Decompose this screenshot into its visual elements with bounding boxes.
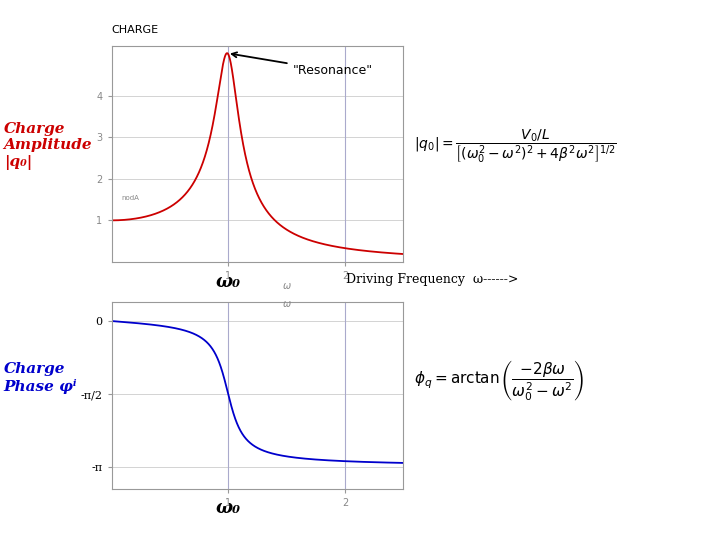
Text: $\phi_q = \arctan\left(\dfrac{-2\beta\omega}{\omega_0^2-\omega^2}\right)$: $\phi_q = \arctan\left(\dfrac{-2\beta\om… — [414, 358, 585, 403]
Text: nodA: nodA — [121, 194, 139, 200]
Text: "Resonance": "Resonance" — [232, 52, 372, 77]
Text: ω: ω — [282, 299, 291, 309]
Text: Charge
Amplitude
|q₀|: Charge Amplitude |q₀| — [4, 122, 92, 170]
Text: ω₀: ω₀ — [216, 273, 240, 291]
Text: Driving Frequency  ω------>: Driving Frequency ω------> — [346, 273, 518, 286]
Text: CHARGE: CHARGE — [112, 25, 158, 35]
Text: ω: ω — [282, 281, 291, 291]
Text: ω₀: ω₀ — [216, 499, 240, 517]
Text: Charge
Phase φⁱ: Charge Phase φⁱ — [4, 362, 77, 394]
Text: $|q_0| = \dfrac{V_0/L}{\left[(\omega_0^2-\omega^2)^2+4\beta^2\omega^2\right]^{1/: $|q_0| = \dfrac{V_0/L}{\left[(\omega_0^2… — [414, 127, 617, 165]
